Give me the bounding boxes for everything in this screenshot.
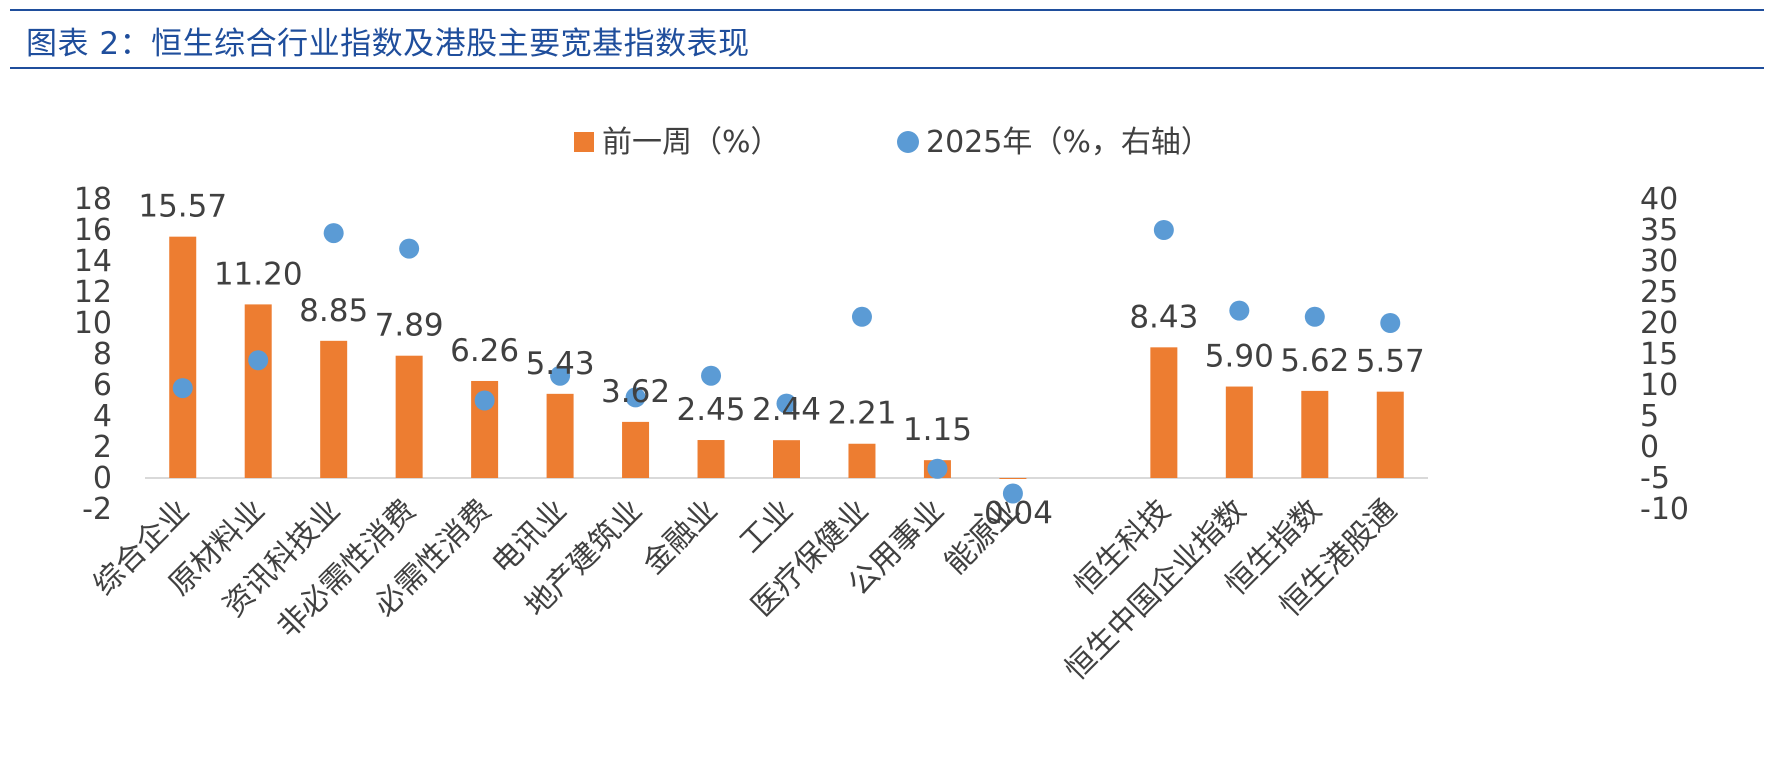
right-tick-label: 10 (1640, 368, 1678, 403)
title-bottom-rule (10, 67, 1764, 69)
right-tick-label: 15 (1640, 337, 1678, 372)
legend-bar-label: 前一周（%） (602, 125, 781, 160)
dot-point (625, 387, 646, 408)
right-tick-label: 0 (1640, 430, 1659, 465)
figure-title: 图表 2：恒生综合行业指数及港股主要宽基指数表现 (26, 26, 750, 62)
left-tick-label: 4 (93, 399, 112, 434)
bar-value-label: 5.90 (1205, 339, 1274, 375)
dot-point (474, 390, 495, 411)
bar (244, 304, 272, 478)
legend: 前一周（%） 2025年（%，右轴） (574, 125, 1211, 160)
dot-point (851, 306, 872, 327)
right-tick-label: -10 (1640, 492, 1689, 527)
bar (1150, 347, 1178, 478)
left-tick-label: 8 (93, 337, 112, 372)
title-top-rule (10, 9, 1764, 11)
bar (999, 478, 1027, 479)
bar (622, 421, 650, 478)
bar (773, 440, 800, 478)
left-tick-label: 0 (93, 461, 112, 496)
bar-series (169, 236, 1404, 479)
left-tick-label: 14 (74, 244, 112, 279)
dot-series (172, 220, 1401, 504)
dot-point (1153, 220, 1174, 240)
dot-point (550, 365, 571, 386)
right-tick-label: 20 (1640, 306, 1678, 341)
legend-bar-swatch (574, 132, 594, 152)
bar-value-label: 7.89 (375, 308, 444, 344)
dot-point (399, 238, 420, 259)
bar (1301, 390, 1329, 478)
bar (1376, 391, 1404, 478)
legend-dot-label: 2025年（%，右轴） (926, 125, 1211, 160)
bar-value-label: 2.44 (752, 392, 821, 428)
bar-value-label: 8.43 (1129, 299, 1198, 335)
dot-point (701, 365, 722, 386)
dot-point (248, 350, 269, 371)
left-tick-label: 18 (74, 182, 112, 217)
dot-point (1002, 483, 1023, 504)
bar-value-label: 5.57 (1356, 344, 1425, 380)
dot-point (172, 378, 193, 399)
bar (395, 355, 423, 478)
bar-value-label: 6.26 (450, 333, 519, 369)
bar-value-label: 15.57 (138, 189, 227, 225)
bar-value-label: 5.43 (526, 346, 595, 382)
bar (169, 236, 197, 478)
dot-point (323, 223, 344, 244)
right-tick-label: 5 (1640, 399, 1659, 434)
left-tick-label: 12 (74, 275, 112, 310)
dot-point (1380, 313, 1401, 333)
bar-value-label: 11.20 (214, 256, 303, 292)
legend-dot-swatch (897, 131, 919, 153)
data-labels: 15.57 11.208.85 7.896.26 5.433.622.45 2.44 2.… (138, 189, 1424, 532)
dot-point (927, 458, 948, 479)
bar-value-label: -0.04 (973, 496, 1053, 532)
bar-value-label: 5.62 (1280, 343, 1349, 379)
bar (697, 440, 725, 478)
bar-value-label: 2.21 (827, 396, 896, 432)
bar-value-label: 3.62 (601, 374, 670, 410)
bar-value-label: 1.15 (903, 412, 972, 448)
bar (1225, 386, 1253, 478)
bar (320, 340, 348, 478)
left-tick-label: 2 (93, 430, 112, 465)
dot-point (776, 393, 797, 414)
dot-point (1229, 300, 1250, 321)
right-tick-label: 30 (1640, 244, 1678, 279)
right-tick-label: 40 (1640, 182, 1678, 217)
category-label: 工业 (733, 493, 800, 560)
right-tick-label: 35 (1640, 213, 1678, 248)
bar (848, 443, 876, 478)
category-label: 金融业 (636, 493, 724, 581)
dot-point (1304, 306, 1325, 327)
left-tick-label: 10 (74, 306, 112, 341)
right-tick-label: -5 (1640, 461, 1670, 496)
bar-value-label: 2.45 (677, 392, 746, 428)
bar (546, 393, 574, 478)
right-tick-label: 25 (1640, 275, 1678, 310)
left-tick-label: 16 (74, 213, 112, 248)
left-tick-label: 6 (93, 368, 112, 403)
left-tick-label: -2 (82, 492, 112, 527)
bar-value-label: 8.85 (299, 293, 368, 329)
